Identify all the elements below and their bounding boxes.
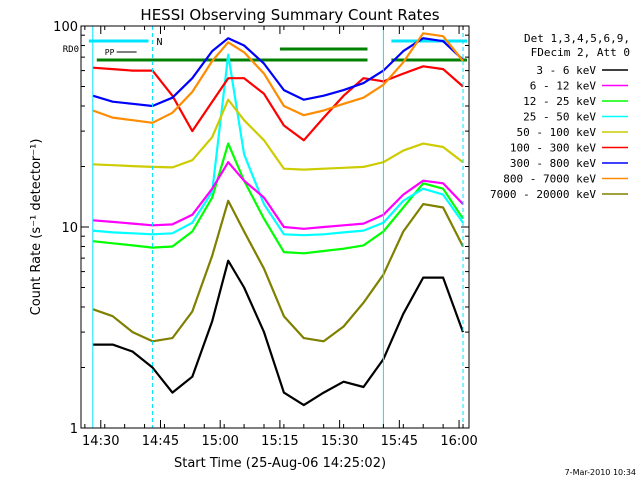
y-axis-label: Count Rate (s⁻¹ detector⁻¹) [29, 139, 44, 316]
x-tick-label: 15:00 [201, 434, 238, 449]
series-line-300-800-kev [92, 37, 464, 108]
legend-label: 300 - 800 keV [510, 157, 596, 170]
y-tick-label: 100 [53, 20, 78, 35]
flag-label-pp: PP [105, 48, 115, 57]
timestamp: 7-Mar-2010 10:34 [565, 468, 636, 477]
series-line-25-50-kev [92, 53, 464, 237]
legend-label: 6 - 12 keV [530, 80, 597, 93]
legend: Det 1,3,4,5,6,9, FDecim 2, Att 0 3 - 6 k… [490, 32, 630, 201]
y-tick-label: 1 [70, 422, 78, 437]
x-tick-label: 14:30 [82, 434, 119, 449]
legend-header-line-2: FDecim 2, Att 0 [531, 46, 630, 59]
series-line-800-7000-kev [92, 32, 464, 124]
legend-label: 50 - 100 keV [517, 126, 597, 139]
series-line-100-300-kev [92, 65, 464, 142]
series-line-3-6-kev [92, 259, 465, 407]
series-line-7000-20000-kev [92, 199, 464, 343]
series-line-12-25-kev [92, 142, 464, 255]
legend-label: 100 - 300 keV [510, 142, 596, 155]
legend-header-line-1: Det 1,3,4,5,6,9, [524, 32, 630, 45]
series-line-50-100-kev [92, 98, 464, 171]
legend-label: 12 - 25 keV [523, 95, 596, 108]
x-tick-label: 15:30 [321, 434, 358, 449]
x-tick-label: 16:00 [440, 434, 477, 449]
flag-label-rd0: RD0 [63, 45, 79, 55]
x-axis-label: Start Time (25-Aug-06 14:25:02) [174, 456, 386, 471]
legend-label: 800 - 7000 keV [503, 173, 596, 186]
chart-title: HESSI Observing Summary Count Rates [140, 6, 439, 24]
x-tick-label: 15:15 [261, 434, 298, 449]
flag-label-n: N [157, 37, 163, 48]
y-tick-label: 10 [61, 221, 78, 236]
series-line-6-12-kev [92, 161, 464, 230]
legend-label: 3 - 6 keV [536, 64, 596, 77]
legend-label: 7000 - 20000 keV [490, 188, 596, 201]
x-tick-label: 15:45 [381, 434, 418, 449]
x-tick-label: 14:45 [142, 434, 179, 449]
legend-label: 25 - 50 keV [523, 111, 596, 124]
